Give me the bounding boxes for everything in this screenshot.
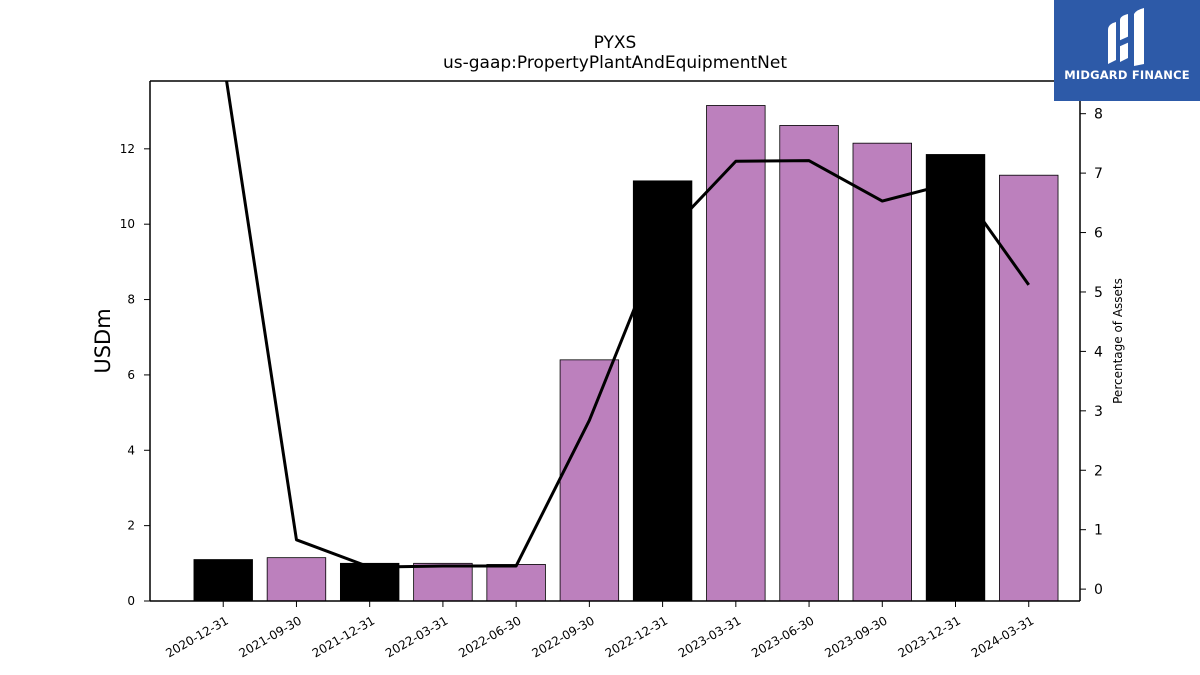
x-tick-label: 2024-03-31 [969,613,1036,660]
bar [486,564,546,602]
x-tick-label: 2022-09-30 [529,613,596,660]
line-group [225,80,1030,569]
bar [339,562,400,602]
x-tick-label: 2023-06-30 [749,613,816,660]
chart-subtitle: us-gaap:PropertyPlantAndEquipmentNet [443,53,787,73]
y2-tick-label: 8 [1094,107,1103,123]
x-tick-label: 2022-03-31 [383,613,450,660]
y-tick-label: 2 [127,519,135,533]
logo-mark-icon [1108,8,1144,66]
x-tick-label: 2023-12-31 [896,613,963,660]
y-axis-label: USDm [91,308,115,373]
midgard-finance-logo: MIDGARD FINANCE [1054,0,1200,101]
y2-tick-label: 4 [1094,344,1103,360]
y-tick-label: 0 [127,594,135,608]
y2-tick-label: 6 [1094,226,1103,242]
y2-tick-label: 0 [1094,582,1103,598]
bar [559,359,620,602]
chart-title: PYXS [594,33,637,53]
x-tick-label: 2020-12-31 [163,613,230,660]
y2-tick-label: 7 [1094,166,1103,182]
bar [413,562,473,602]
bar [999,174,1059,602]
logo-text: MIDGARD FINANCE [1064,68,1190,82]
y2-tick-label: 1 [1094,523,1103,539]
y-tick-label: 8 [127,293,135,307]
bar [266,557,327,602]
x-tick-label: 2021-09-30 [237,613,304,660]
y2-axis-label: Percentage of Assets [1111,278,1125,404]
x-tick-label: 2023-09-30 [822,613,889,660]
bar [632,180,693,602]
y-tick-label: 4 [127,443,135,457]
y2-tick-label: 3 [1094,404,1103,420]
y-tick-label: 12 [120,142,135,156]
y2-tick-label: 5 [1094,285,1103,301]
y-tick-label: 6 [127,368,135,382]
x-tick-label: 2022-12-31 [603,613,670,660]
bar [925,154,986,602]
series-line [225,80,1030,569]
bar [779,125,839,602]
y-tick-label: 10 [120,217,135,231]
x-tick-label: 2023-03-31 [676,613,743,660]
bar [193,559,253,602]
bar [706,105,766,602]
x-tick-label: 2021-12-31 [310,613,377,660]
bar [852,142,912,602]
bar-group [193,105,1059,602]
x-tick-label: 2022-06-30 [456,613,523,660]
y2-tick-label: 2 [1094,463,1103,479]
